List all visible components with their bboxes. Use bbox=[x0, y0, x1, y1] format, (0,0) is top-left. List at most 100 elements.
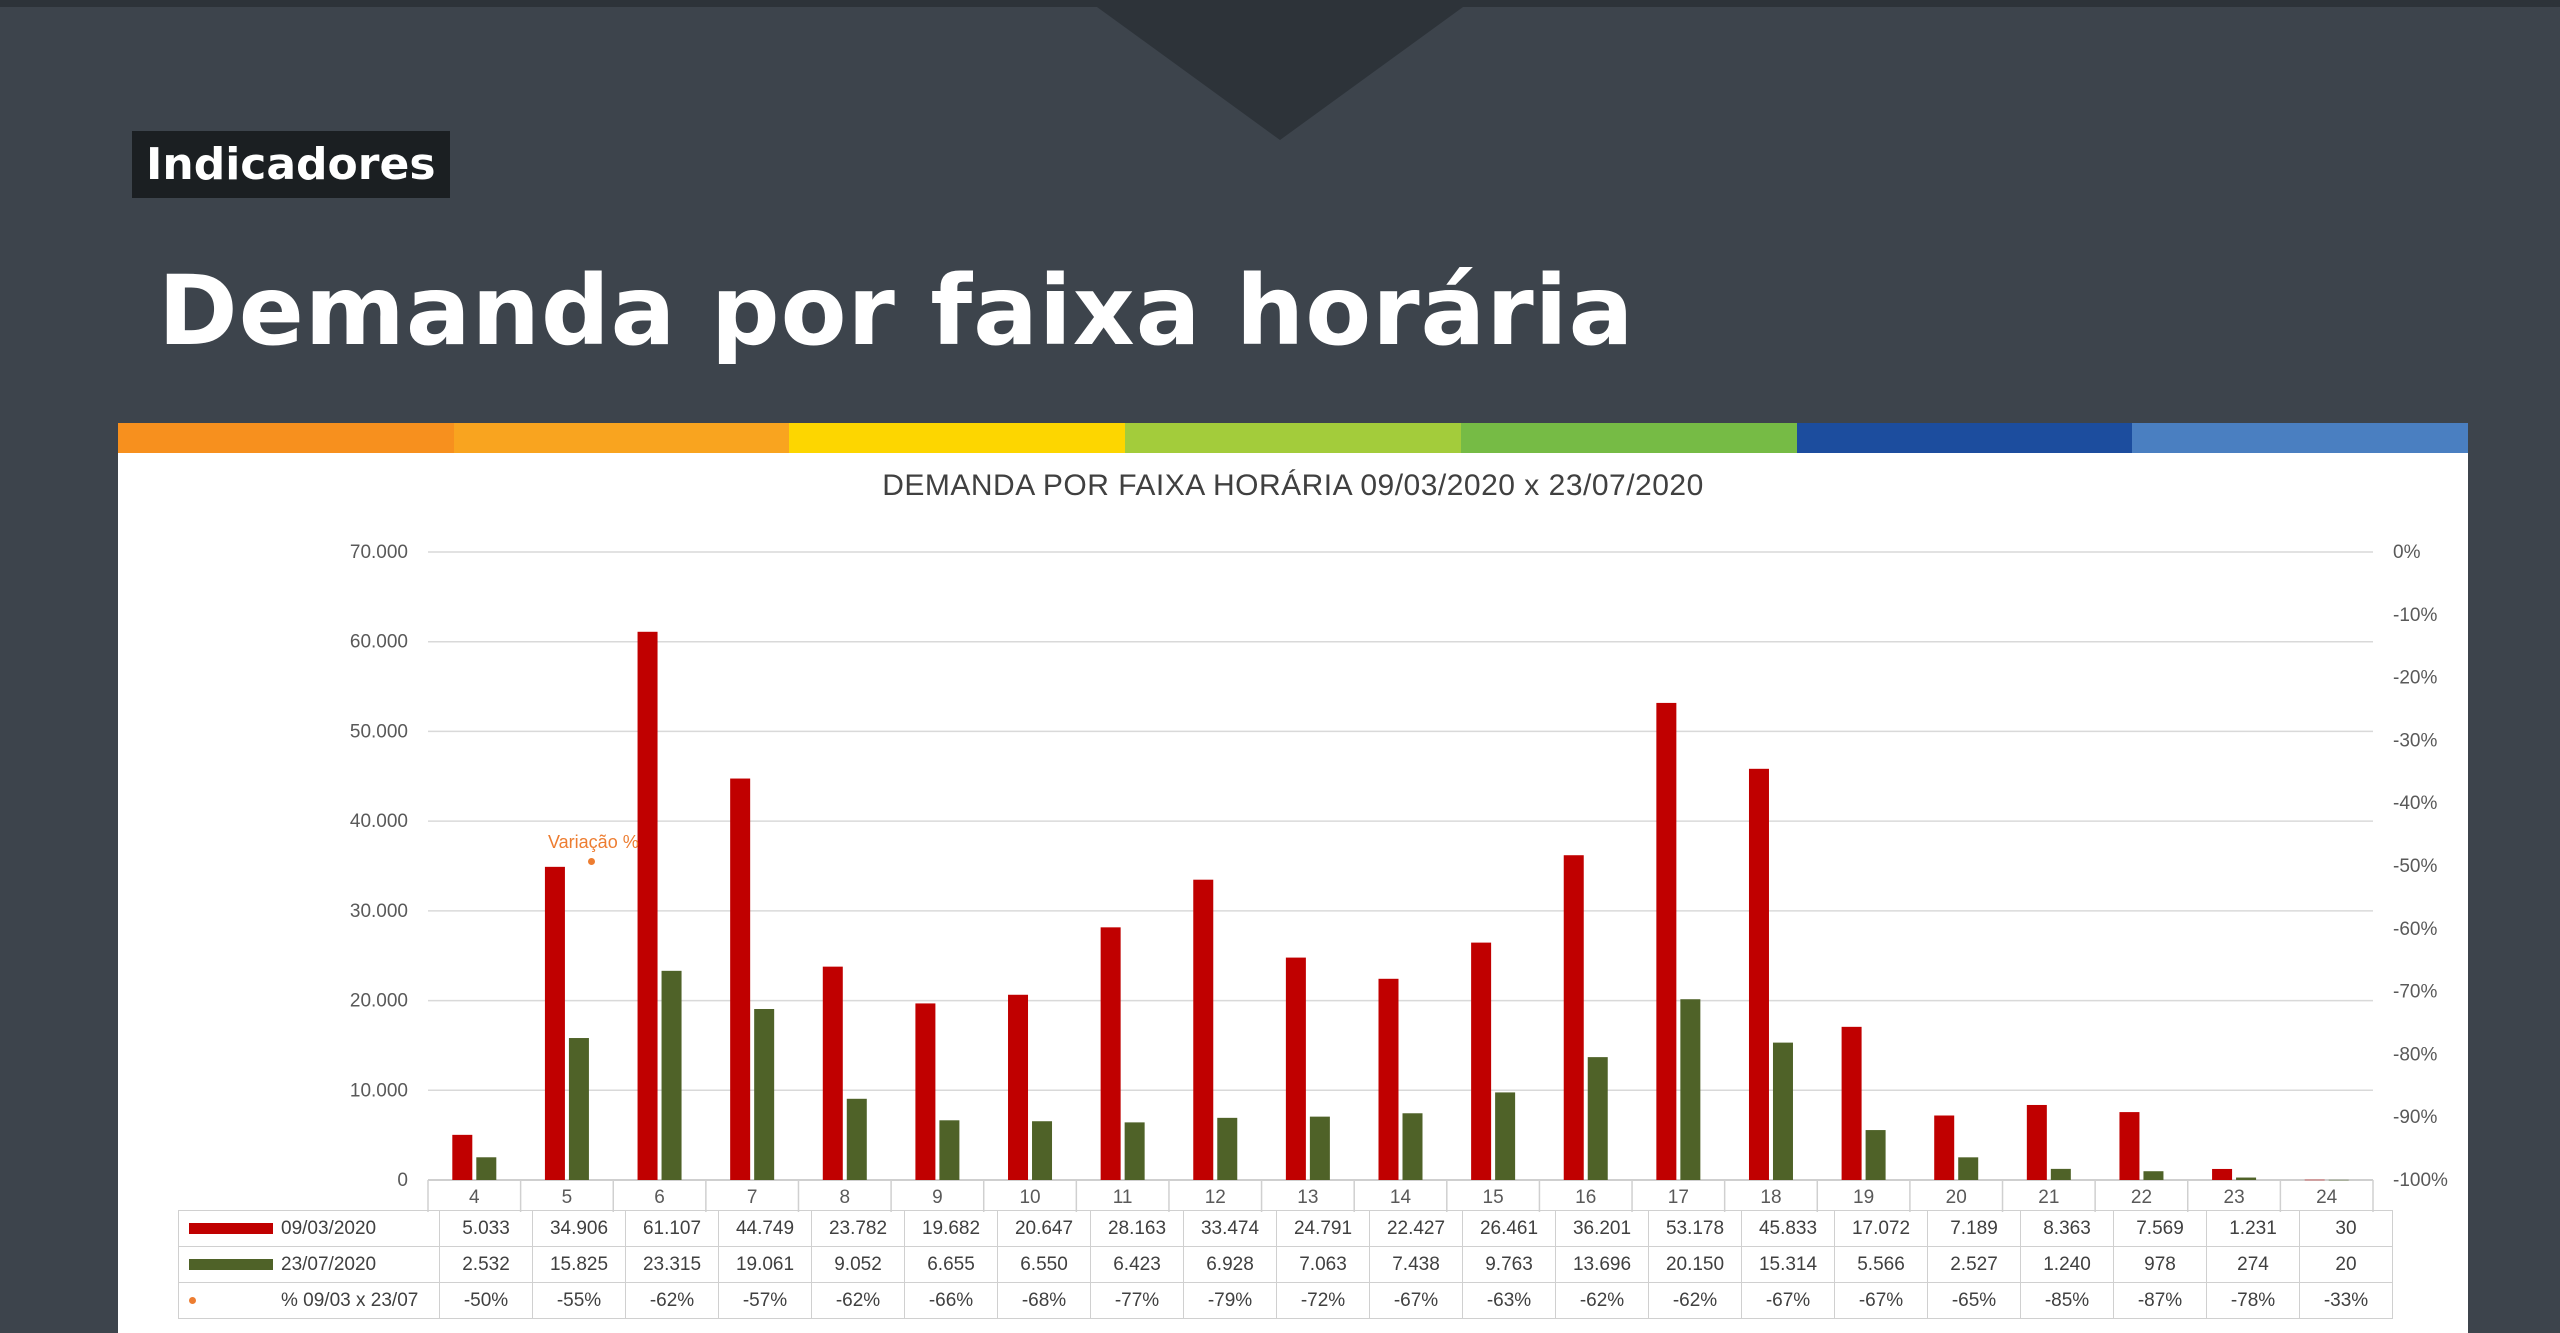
table-cell: 26.461 bbox=[1462, 1210, 1556, 1247]
y2-tick-label: -80% bbox=[2393, 1044, 2437, 1065]
bar-23-07-2020-6 bbox=[661, 970, 682, 1180]
table-cell: 17.072 bbox=[1834, 1210, 1928, 1247]
x-tick-label: 9 bbox=[932, 1187, 943, 1208]
table-cell: -50% bbox=[439, 1282, 533, 1319]
bar-23-07-2020-8 bbox=[846, 1098, 867, 1180]
table-cell: 2.527 bbox=[1927, 1246, 2021, 1283]
legend-label: 23/07/2020 bbox=[281, 1253, 377, 1275]
bar-09-03-2020-18 bbox=[1748, 768, 1769, 1180]
bar-23-07-2020-24 bbox=[2328, 1179, 2349, 1181]
x-tick-label: 21 bbox=[2038, 1187, 2059, 1208]
bar-09-03-2020-17 bbox=[1656, 702, 1677, 1180]
row-header: 23/07/2020 bbox=[178, 1246, 440, 1283]
bar-09-03-2020-19 bbox=[1841, 1026, 1862, 1180]
y2-tick-label: -90% bbox=[2393, 1107, 2437, 1128]
table-cell: 24.791 bbox=[1276, 1210, 1370, 1247]
bar-23-07-2020-10 bbox=[1032, 1121, 1053, 1180]
bar-23-07-2020-15 bbox=[1495, 1092, 1516, 1180]
x-tick-label: 15 bbox=[1483, 1187, 1504, 1208]
color-stripe-segment-4 bbox=[1125, 423, 1461, 453]
bar-23-07-2020-5 bbox=[568, 1038, 589, 1180]
y2-tick-label: -10% bbox=[2393, 605, 2437, 626]
y-tick-label: 60.000 bbox=[350, 632, 408, 653]
table-cell: 61.107 bbox=[625, 1210, 719, 1247]
table-cell: 5.033 bbox=[439, 1210, 533, 1247]
section-tag: Indicadores bbox=[132, 131, 450, 198]
header-notch bbox=[1097, 7, 1463, 140]
x-tick-label: 22 bbox=[2131, 1187, 2152, 1208]
table-cell: 34.906 bbox=[532, 1210, 626, 1247]
table-cell: 22.427 bbox=[1369, 1210, 1463, 1247]
table-cell: 6.928 bbox=[1183, 1246, 1277, 1283]
table-cell: 13.696 bbox=[1555, 1246, 1649, 1283]
table-cell: 5.566 bbox=[1834, 1246, 1928, 1283]
table-cell: 44.749 bbox=[718, 1210, 812, 1247]
color-stripe-segment-5 bbox=[1460, 423, 1797, 453]
table-cell: 30 bbox=[2299, 1210, 2393, 1247]
x-tick-label: 11 bbox=[1113, 1187, 1133, 1208]
bar-23-07-2020-20 bbox=[1958, 1157, 1979, 1180]
annotation-dot bbox=[588, 858, 595, 865]
bar-23-07-2020-13 bbox=[1309, 1116, 1330, 1180]
bar-09-03-2020-5 bbox=[544, 866, 565, 1180]
table-cell: 20 bbox=[2299, 1246, 2393, 1283]
table-cell: -77% bbox=[1090, 1282, 1184, 1319]
x-tick-label: 16 bbox=[1575, 1187, 1596, 1208]
y2-tick-label: 0% bbox=[2393, 542, 2421, 563]
bar-09-03-2020-10 bbox=[1008, 994, 1029, 1180]
bar-09-03-2020-14 bbox=[1378, 978, 1399, 1180]
table-cell: 36.201 bbox=[1555, 1210, 1649, 1247]
table-cell: -62% bbox=[625, 1282, 719, 1319]
table-cell: 274 bbox=[2206, 1246, 2300, 1283]
bar-09-03-2020-16 bbox=[1563, 855, 1584, 1180]
page-title: Demanda por faixa horária bbox=[158, 255, 1635, 367]
table-cell: -55% bbox=[532, 1282, 626, 1319]
table-cell: -57% bbox=[718, 1282, 812, 1319]
table-cell: -67% bbox=[1369, 1282, 1463, 1319]
table-cell: 53.178 bbox=[1648, 1210, 1742, 1247]
bar-23-07-2020-22 bbox=[2143, 1171, 2164, 1180]
table-cell: 6.550 bbox=[997, 1246, 1091, 1283]
x-tick-label: 14 bbox=[1390, 1187, 1412, 1208]
bar-23-07-2020-19 bbox=[1865, 1130, 1886, 1180]
y2-tick-label: -40% bbox=[2393, 793, 2437, 814]
table-cell: -65% bbox=[1927, 1282, 2021, 1319]
table-row: 09/03/2020 5.033 34.906 61.107 44.749 23.782 1… bbox=[178, 1210, 2393, 1247]
table-cell: 8.363 bbox=[2020, 1210, 2114, 1247]
x-tick-label: 17 bbox=[1668, 1187, 1689, 1208]
table-cell: 28.163 bbox=[1090, 1210, 1184, 1247]
table-cell: -66% bbox=[904, 1282, 998, 1319]
table-cell: -67% bbox=[1834, 1282, 1928, 1319]
x-tick-label: 20 bbox=[1946, 1187, 1967, 1208]
bar-09-03-2020-6 bbox=[637, 631, 658, 1180]
x-tick-label: 12 bbox=[1205, 1187, 1226, 1208]
table-cell: 1.240 bbox=[2020, 1246, 2114, 1283]
x-tick-label: 7 bbox=[747, 1187, 758, 1208]
y-tick-label: 20.000 bbox=[350, 991, 408, 1012]
table-row: % 09/03 x 23/07 -50% -55% -62% -57% -62% -66% -… bbox=[178, 1282, 2393, 1319]
table-cell: 15.825 bbox=[532, 1246, 626, 1283]
table-cell: 7.189 bbox=[1927, 1210, 2021, 1247]
bar-23-07-2020-21 bbox=[2050, 1168, 2071, 1180]
row-header: % 09/03 x 23/07 bbox=[178, 1282, 440, 1319]
table-cell: -67% bbox=[1741, 1282, 1835, 1319]
y-tick-label: 30.000 bbox=[350, 901, 408, 922]
bar-23-07-2020-16 bbox=[1587, 1057, 1608, 1180]
bar-09-03-2020-8 bbox=[822, 966, 843, 1180]
bar-09-03-2020-23 bbox=[2212, 1168, 2233, 1180]
x-tick-label: 4 bbox=[469, 1187, 480, 1208]
bar-23-07-2020-17 bbox=[1680, 999, 1701, 1180]
bar-23-07-2020-11 bbox=[1124, 1122, 1145, 1180]
table-cell: -85% bbox=[2020, 1282, 2114, 1319]
x-tick-label: 10 bbox=[1019, 1187, 1040, 1208]
y-tick-label: 50.000 bbox=[350, 721, 408, 742]
table-cell: 9.052 bbox=[811, 1246, 905, 1283]
bar-23-07-2020-4 bbox=[476, 1157, 497, 1180]
table-cell: -72% bbox=[1276, 1282, 1370, 1319]
bar-09-03-2020-21 bbox=[2026, 1104, 2047, 1180]
table-cell: 6.423 bbox=[1090, 1246, 1184, 1283]
color-stripe bbox=[118, 423, 2469, 453]
table-cell: -68% bbox=[997, 1282, 1091, 1319]
bar-09-03-2020-24 bbox=[2304, 1179, 2325, 1181]
table-cell: 15.314 bbox=[1741, 1246, 1835, 1283]
